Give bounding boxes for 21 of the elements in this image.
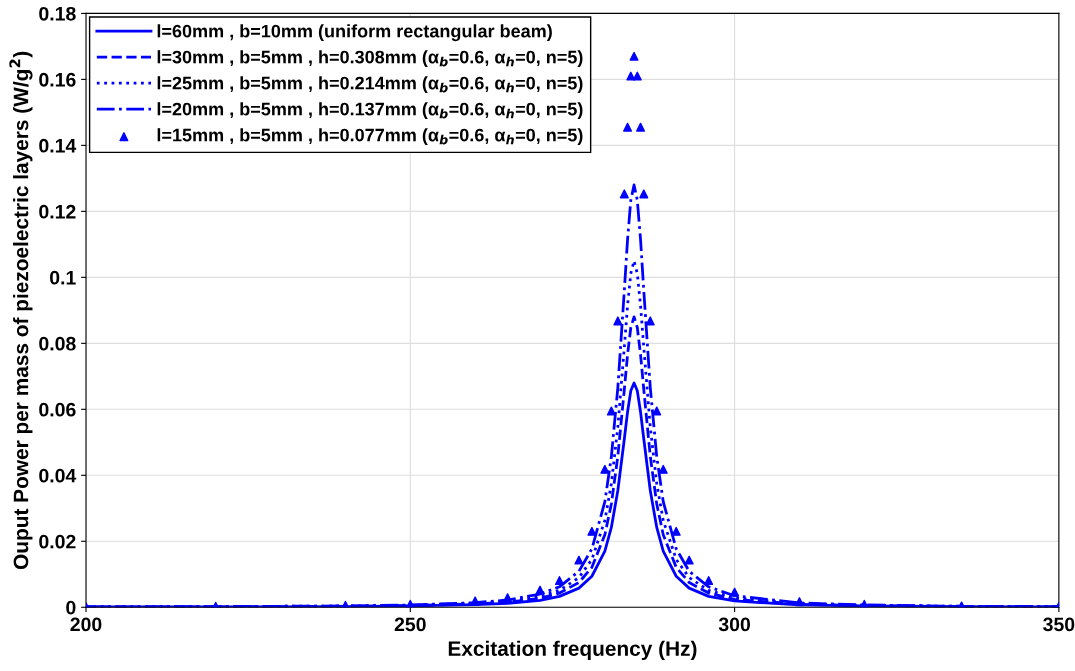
legend-label: l=30mm , b=5mm , h=0.308mm (α$_{b}$=0.6, α$_{h}$=0, n=5) <box>157 50 583 68</box>
legend-label: l=20mm , b=5mm , h=0.137mm (α$_{b}$=0.6, α$_{h}$=0, n=5) <box>157 102 583 120</box>
y-axis-title: Ouput Power per mass of piezoelectric layers (W/g$^{2}$) <box>9 51 33 570</box>
x-tick-label: 350 <box>1043 617 1075 632</box>
y-tick-label: 0.02 <box>39 534 76 549</box>
x-axis-title: Excitation frequency (Hz) <box>448 640 697 661</box>
legend-label: l=15mm , b=5mm , h=0.077mm (α$_{b}$=0.6, α$_{h}$=0, n=5) <box>157 128 583 146</box>
y-tick-label: 0.06 <box>39 402 76 417</box>
y-tick-label: 0.14 <box>39 138 77 153</box>
x-tick-label: 250 <box>394 617 426 632</box>
y-tick-label: 0.18 <box>39 6 76 21</box>
y-tick-label: 0.04 <box>39 468 77 483</box>
x-tick-label: 300 <box>718 617 751 632</box>
legend-label: l=60mm , b=10mm (uniform rectangular beam) <box>157 24 552 42</box>
y-tick-label: 0 <box>66 600 76 615</box>
y-tick-label: 0.12 <box>39 204 76 219</box>
y-tick-label: 0.1 <box>50 270 76 285</box>
y-tick-label: 0.08 <box>39 336 76 351</box>
x-tick-label: 200 <box>70 617 102 632</box>
y-tick-label: 0.16 <box>39 72 76 87</box>
legend-label: l=25mm , b=5mm , h=0.214mm (α$_{b}$=0.6, α$_{h}$=0, n=5) <box>157 76 583 94</box>
